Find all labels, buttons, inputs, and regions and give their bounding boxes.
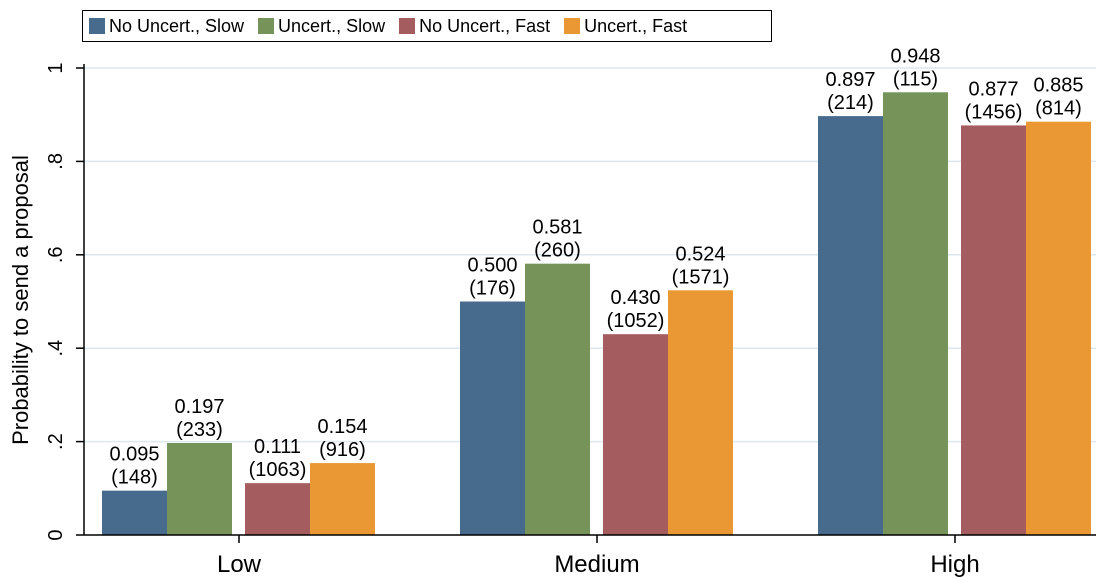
legend-label: No Uncert., Fast <box>419 15 551 36</box>
bar <box>1026 121 1091 535</box>
count-label: (1456) <box>965 101 1023 123</box>
value-label: 0.885 <box>1033 75 1083 97</box>
count-label: (233) <box>176 419 223 441</box>
count-label: (916) <box>319 439 366 461</box>
legend-swatch <box>399 18 416 34</box>
count-label: (1052) <box>607 310 665 332</box>
y-tick-label: .4 <box>45 340 67 357</box>
x-tick-label: High <box>930 551 979 578</box>
legend-item: Uncert., Fast <box>564 16 687 37</box>
bar <box>883 92 948 535</box>
bar <box>102 490 167 535</box>
y-tick-label: .2 <box>45 433 67 450</box>
count-label: (814) <box>1035 98 1082 120</box>
value-label: 0.430 <box>610 287 660 309</box>
value-label: 0.948 <box>890 45 940 67</box>
count-label: (1063) <box>249 459 307 481</box>
count-label: (115) <box>893 68 938 90</box>
bar <box>525 263 590 535</box>
value-label: 0.154 <box>317 416 367 438</box>
bar <box>818 116 883 535</box>
count-label: (260) <box>534 240 581 262</box>
bar <box>603 334 668 535</box>
legend-swatch <box>564 18 581 34</box>
legend-label: No Uncert., Slow <box>109 15 245 36</box>
y-tick-label: .8 <box>45 153 67 170</box>
legend-label: Uncert., Fast <box>584 15 688 36</box>
value-label: 0.095 <box>109 444 159 466</box>
x-tick-label: Medium <box>554 551 639 578</box>
y-axis-label: Probability to send a proposal <box>8 155 33 445</box>
count-label: (148) <box>111 467 158 489</box>
value-label: 0.581 <box>532 217 582 239</box>
legend-item: No Uncert., Slow <box>89 16 244 37</box>
value-label: 0.897 <box>825 69 875 91</box>
legend-item: No Uncert., Fast <box>399 16 550 37</box>
value-label: 0.111 <box>254 436 301 458</box>
legend-swatch <box>89 18 105 34</box>
axes: 0 .2 .4 .6 .8 1 Low Medium High <box>45 62 1096 578</box>
count-label: (1571) <box>672 266 730 288</box>
legend-swatch <box>258 18 275 34</box>
y-tick-label: 1 <box>45 62 67 73</box>
data-labels: 0.095(148) 0.197(233) 0.111(1063) 0.154(916… <box>109 45 1083 488</box>
bar <box>668 290 733 535</box>
y-tick-label: .6 <box>45 246 67 263</box>
value-label: 0.524 <box>675 243 725 265</box>
bar <box>460 301 525 535</box>
bar <box>310 463 375 535</box>
bar <box>245 483 310 535</box>
bar <box>167 443 232 535</box>
legend-label: Uncert., Slow <box>278 15 386 36</box>
value-label: 0.500 <box>467 255 517 277</box>
count-label: (214) <box>827 92 874 114</box>
legend: No Uncert., Slow Uncert., Slow No Uncert.,… <box>82 10 772 42</box>
count-label: (176) <box>469 278 516 300</box>
value-label: 0.877 <box>968 78 1018 100</box>
legend-item: Uncert., Slow <box>258 16 385 37</box>
x-tick-label: Low <box>217 551 262 578</box>
bars <box>102 92 1091 535</box>
value-label: 0.197 <box>174 396 224 418</box>
y-tick-label: 0 <box>45 529 67 540</box>
bar <box>961 125 1026 535</box>
